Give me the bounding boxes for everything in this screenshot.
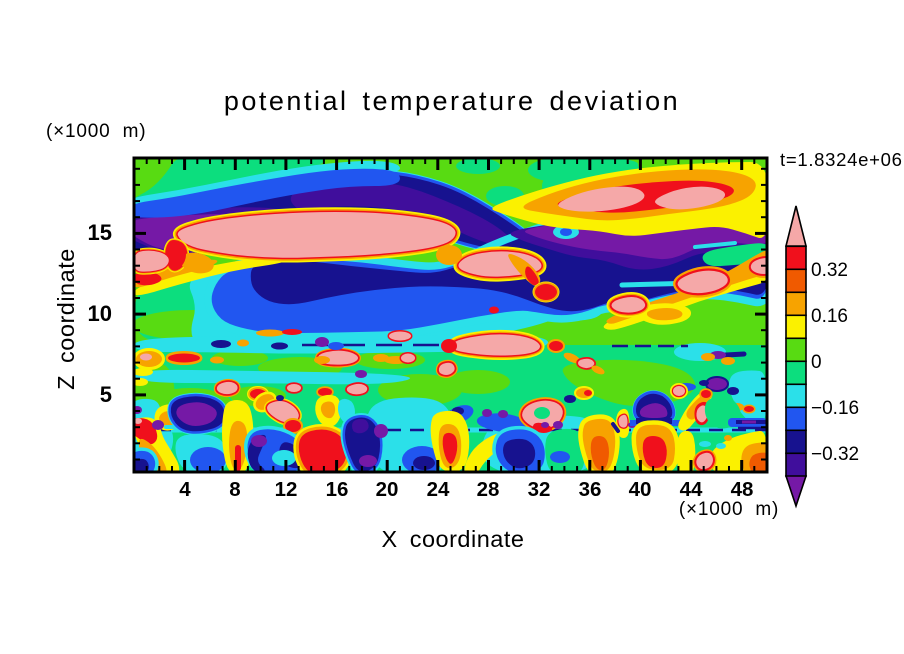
svg-text:10: 10 <box>88 301 112 326</box>
svg-text:20: 20 <box>376 478 399 501</box>
svg-text:40: 40 <box>629 478 652 501</box>
svg-text:X coordinate: X coordinate <box>382 526 525 552</box>
svg-text:0.32: 0.32 <box>811 260 848 281</box>
svg-text:4: 4 <box>179 478 191 501</box>
svg-text:−0.16: −0.16 <box>811 398 859 419</box>
svg-text:24: 24 <box>427 478 450 501</box>
svg-text:36: 36 <box>579 478 602 501</box>
svg-text:32: 32 <box>528 478 551 501</box>
svg-text:t=1.8324e+06: t=1.8324e+06 <box>780 149 903 170</box>
svg-text:12: 12 <box>275 478 298 501</box>
svg-text:(×1000 m): (×1000 m) <box>46 121 146 142</box>
svg-text:15: 15 <box>88 220 112 245</box>
svg-text:48: 48 <box>731 478 754 501</box>
svg-text:16: 16 <box>326 478 349 501</box>
svg-text:8: 8 <box>229 478 240 501</box>
svg-text:potential temperature deviatio: potential temperature deviation <box>224 86 680 116</box>
svg-text:−0.32: −0.32 <box>811 444 859 465</box>
svg-text:5: 5 <box>100 382 112 407</box>
svg-text:0.16: 0.16 <box>811 306 848 327</box>
svg-text:0: 0 <box>811 352 822 373</box>
svg-text:(×1000 m): (×1000 m) <box>679 499 779 520</box>
svg-text:28: 28 <box>477 478 500 501</box>
svg-text:Z coordinate: Z coordinate <box>53 248 79 390</box>
svg-text:44: 44 <box>680 478 703 501</box>
